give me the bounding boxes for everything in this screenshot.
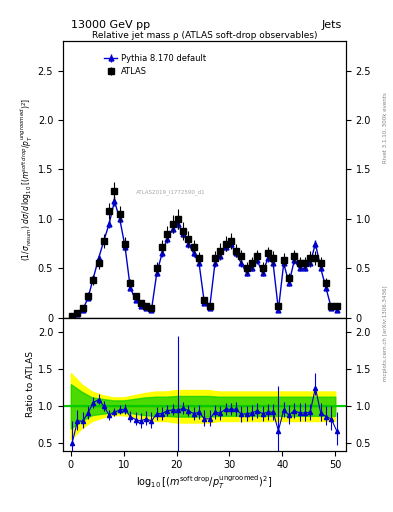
Text: 13000 GeV pp: 13000 GeV pp bbox=[71, 20, 150, 30]
Legend: Pythia 8.170 default, ATLAS: Pythia 8.170 default, ATLAS bbox=[101, 51, 209, 79]
Text: Rivet 3.1.10, 300k events: Rivet 3.1.10, 300k events bbox=[383, 93, 387, 163]
Title: Relative jet mass ρ (ATLAS soft-drop observables): Relative jet mass ρ (ATLAS soft-drop obs… bbox=[92, 31, 317, 40]
Text: mcplots.cern.ch [arXiv:1306.3436]: mcplots.cern.ch [arXiv:1306.3436] bbox=[383, 285, 387, 380]
Y-axis label: Ratio to ATLAS: Ratio to ATLAS bbox=[26, 351, 35, 417]
X-axis label: $\log_{10}[(m^{\mathrm{soft\,drop}}/p_T^{\mathrm{ungroomed}})^2]$: $\log_{10}[(m^{\mathrm{soft\,drop}}/p_T^… bbox=[136, 473, 272, 491]
Text: ATLAS2019_I1772590_d1: ATLAS2019_I1772590_d1 bbox=[136, 189, 205, 195]
Y-axis label: $(1/\sigma_{resum})\ d\sigma/d\,\log_{10}[(m^{soft\,drop}/p_T^{ungroomed})^2]$: $(1/\sigma_{resum})\ d\sigma/d\,\log_{10… bbox=[19, 98, 35, 261]
Text: Jets: Jets bbox=[321, 20, 342, 30]
